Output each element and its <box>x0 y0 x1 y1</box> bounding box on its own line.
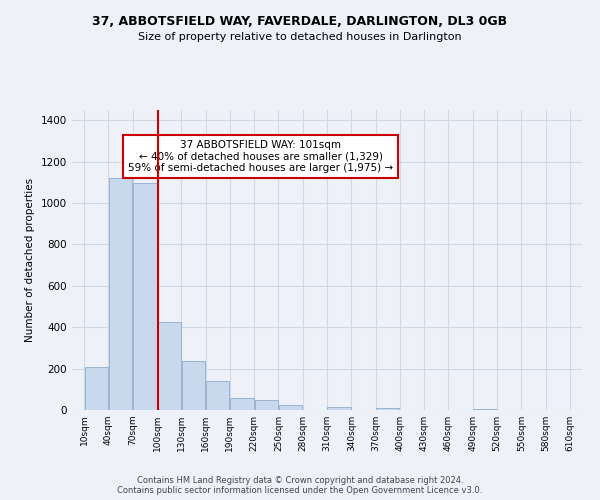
Bar <box>279 406 302 410</box>
Bar <box>473 409 497 410</box>
Bar <box>157 322 181 410</box>
Bar <box>328 407 351 410</box>
Bar <box>182 361 205 410</box>
Text: Size of property relative to detached houses in Darlington: Size of property relative to detached ho… <box>138 32 462 42</box>
Text: 37, ABBOTSFIELD WAY, FAVERDALE, DARLINGTON, DL3 0GB: 37, ABBOTSFIELD WAY, FAVERDALE, DARLINGT… <box>92 15 508 28</box>
Y-axis label: Number of detached properties: Number of detached properties <box>25 178 35 342</box>
Text: Contains HM Land Registry data © Crown copyright and database right 2024.
Contai: Contains HM Land Registry data © Crown c… <box>118 476 482 495</box>
Bar <box>206 381 229 410</box>
Bar <box>109 178 133 410</box>
Bar <box>254 400 278 410</box>
Bar <box>230 398 254 410</box>
Bar <box>376 408 400 410</box>
Bar <box>133 184 157 410</box>
Bar <box>85 366 108 410</box>
Text: 37 ABBOTSFIELD WAY: 101sqm
← 40% of detached houses are smaller (1,329)
59% of s: 37 ABBOTSFIELD WAY: 101sqm ← 40% of deta… <box>128 140 393 173</box>
